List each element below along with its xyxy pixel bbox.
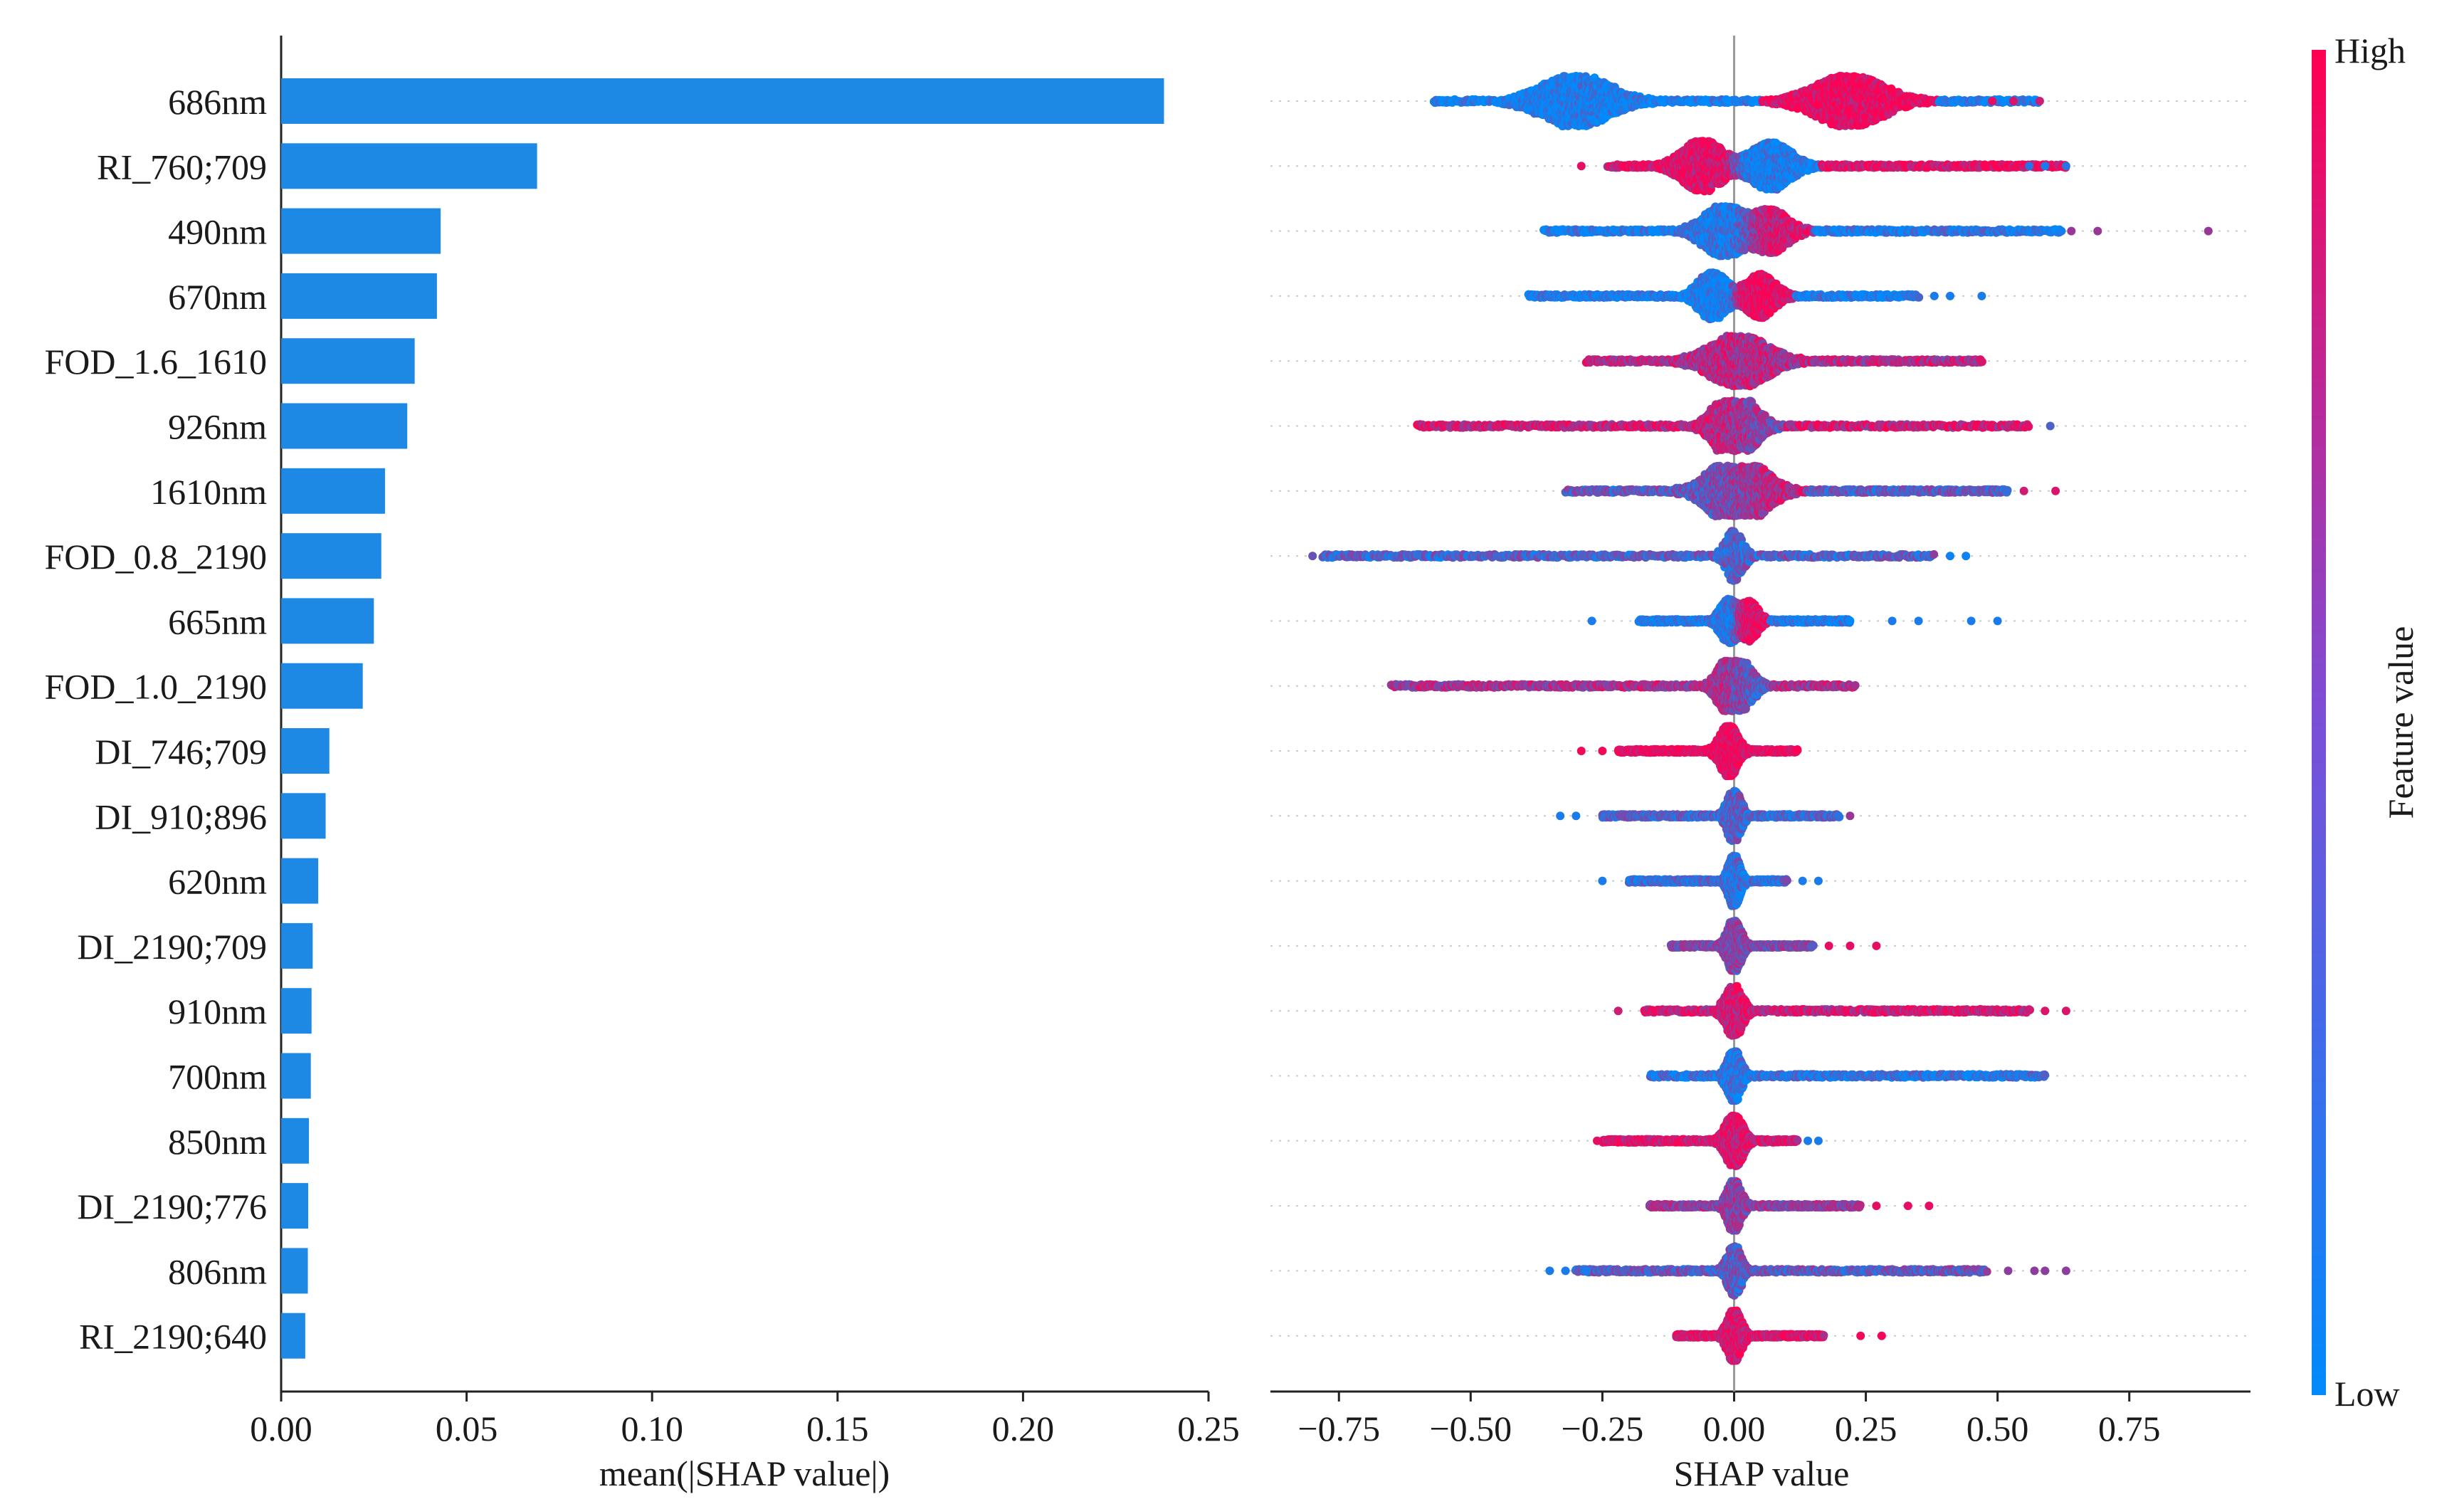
- bar-ylabel: 700nm: [168, 1057, 267, 1097]
- bar-FOD_1.6_1610: [281, 338, 415, 384]
- bar-620nm: [281, 858, 318, 904]
- bar-ylabel: DI_746;709: [95, 732, 267, 772]
- bar-ylabel: 850nm: [168, 1122, 267, 1162]
- bar-490nm: [281, 209, 441, 254]
- bar-ylabel: 670nm: [168, 277, 267, 317]
- bar-806nm: [281, 1248, 308, 1293]
- bar-1610nm: [281, 468, 385, 514]
- bar-xtick-label: 0.05: [436, 1409, 498, 1448]
- bar-RI_760;709: [281, 143, 537, 189]
- bar-ylabel: 686nm: [168, 82, 267, 122]
- bar-ylabel: FOD_1.0_2190: [44, 667, 267, 707]
- bar-850nm: [281, 1118, 309, 1164]
- bar-ylabel: RI_2190;640: [79, 1317, 267, 1357]
- bar-ylabel: 490nm: [168, 212, 267, 252]
- bar-686nm: [281, 78, 1164, 124]
- bar-FOD_1.0_2190: [281, 663, 363, 709]
- bar-xtick-label: 0.25: [1177, 1409, 1240, 1448]
- bar-RI_2190;640: [281, 1313, 305, 1359]
- bar-DI_746;709: [281, 728, 330, 774]
- bar-xtick-label: 0.20: [992, 1409, 1055, 1448]
- bar-xtick-label: 0.00: [250, 1409, 312, 1448]
- shap-summary-figure: 686nm RI_760;709 490nm 670nm FOD_1.6_1610 926…: [0, 0, 2464, 1504]
- bar-926nm: [281, 404, 407, 449]
- bar-ylabel: 620nm: [168, 862, 267, 902]
- bar-670nm: [281, 273, 437, 319]
- bar-910nm: [281, 988, 312, 1034]
- bar-ylabel: DI_2190;709: [77, 927, 267, 967]
- mean-shap-bar-chart: 686nm RI_760;709 490nm 670nm FOD_1.6_1610 926…: [44, 36, 1239, 1493]
- bar-ylabel: RI_760;709: [97, 147, 267, 186]
- bar-DI_2190;709: [281, 923, 312, 969]
- bar-ylabel: FOD_1.6_1610: [44, 342, 267, 382]
- bar-ylabel: DI_2190;776: [77, 1187, 267, 1226]
- bar-FOD_0.8_2190: [281, 533, 381, 579]
- bar-ylabel: 926nm: [168, 407, 267, 447]
- shap-beeswarm-chart: −0.75 −0.50 −0.25 0.00 0.25 0.50 0.75 SHAP val…: [1270, 36, 2250, 1493]
- bar-665nm: [281, 598, 374, 643]
- bar-ylabel: DI_910;896: [95, 796, 267, 836]
- bar-DI_2190;776: [281, 1183, 308, 1229]
- bar-ylabel: 665nm: [168, 601, 267, 641]
- bar-700nm: [281, 1053, 311, 1099]
- bar-ylabel: 1610nm: [150, 472, 267, 512]
- bar-xtick-label: 0.15: [806, 1409, 869, 1448]
- bar-ylabel: 910nm: [168, 992, 267, 1031]
- swarm-row-686nm: [1430, 72, 2044, 130]
- bar-ylabel: 806nm: [168, 1251, 267, 1291]
- bar-ylabel: FOD_0.8_2190: [44, 537, 267, 577]
- bar-x-axis-label: mean(|SHAP value|): [599, 1453, 890, 1493]
- bar-xtick-label: 0.10: [621, 1409, 683, 1448]
- bar-DI_910;896: [281, 793, 326, 838]
